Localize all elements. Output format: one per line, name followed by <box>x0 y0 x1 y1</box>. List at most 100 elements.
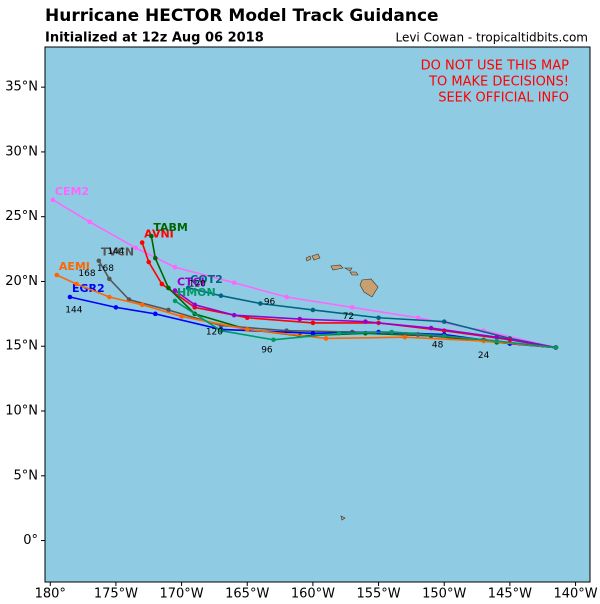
track-point <box>336 330 342 336</box>
track-line <box>174 300 556 349</box>
model-label: CEM2 <box>55 185 89 198</box>
track-point <box>159 281 165 287</box>
track-point <box>441 333 447 339</box>
track-point <box>218 328 224 333</box>
track-point <box>271 337 276 343</box>
track-point <box>376 315 381 321</box>
model-label: COT2 <box>190 273 223 286</box>
hour-label: 168 <box>78 269 95 279</box>
y-tick-label: 25°N <box>5 209 38 224</box>
y-tick-label: 5°N <box>14 468 39 483</box>
track-point <box>284 294 289 300</box>
hour-label: 120 <box>189 280 206 290</box>
x-tick-label: 165°W <box>225 587 269 601</box>
y-tick-label: 30°N <box>5 144 38 159</box>
hour-label: 24 <box>478 351 490 361</box>
track-point <box>166 307 171 313</box>
track-point <box>428 325 434 331</box>
x-tick-label: 160°W <box>291 587 335 601</box>
track-point <box>231 280 237 286</box>
track-point <box>389 329 394 335</box>
track-line <box>174 289 556 349</box>
track-point <box>139 240 145 245</box>
warning-line: SEEK OFFICIAL INFO <box>438 91 569 106</box>
track-point <box>149 233 154 239</box>
track-point <box>323 336 329 341</box>
hawaii-islands <box>305 253 379 521</box>
x-tick-label: 155°W <box>356 587 400 601</box>
track-line <box>52 199 557 349</box>
x-tick-label: 150°W <box>422 587 466 601</box>
x-tick-label: 175°W <box>94 587 138 601</box>
track-point <box>415 315 421 321</box>
track-point <box>310 330 316 336</box>
hour-label: 144 <box>65 305 82 315</box>
plot-area <box>44 46 591 583</box>
warning-line: DO NOT USE THIS MAP <box>421 59 570 74</box>
track-point <box>494 334 500 340</box>
chart-title: Hurricane HECTOR Model Track Guidance <box>45 6 439 26</box>
track-point <box>350 305 355 310</box>
track-point <box>107 276 112 282</box>
hour-label: 48 <box>432 340 444 350</box>
x-tick-label: 140°W <box>553 587 597 601</box>
hour-label: 72 <box>343 312 354 322</box>
track-point <box>297 316 303 322</box>
x-tick-label: 145°W <box>488 587 532 601</box>
track-point <box>192 302 198 308</box>
track-point <box>67 294 73 300</box>
hour-label: 96 <box>264 298 276 308</box>
track-point <box>96 258 102 264</box>
hour-label: 120 <box>206 327 223 337</box>
track-point <box>172 264 178 270</box>
track-point <box>218 293 224 299</box>
track-point <box>402 334 408 340</box>
credit: Levi Cowan - tropicaltidbits.com <box>395 31 588 45</box>
track-point <box>107 294 112 300</box>
track-point <box>185 285 191 291</box>
track-point <box>139 302 145 308</box>
track-point <box>166 285 171 291</box>
y-tick-label: 0° <box>23 533 38 548</box>
track-point <box>172 298 178 304</box>
warning-line: TO MAKE DECISIONS! <box>428 75 569 90</box>
y-tick-label: 15°N <box>5 339 38 354</box>
model-label: HMON <box>177 286 216 299</box>
track-point <box>258 301 263 306</box>
track-point <box>179 314 184 319</box>
track-point <box>310 320 316 326</box>
y-tick-label: 10°N <box>5 404 38 419</box>
track-point <box>54 272 60 278</box>
model-label: TVCN <box>101 246 134 259</box>
track-point <box>74 281 79 287</box>
model-label: CTCI <box>177 276 205 289</box>
track-point <box>310 307 316 313</box>
track-point <box>363 319 368 324</box>
track-point <box>133 245 138 251</box>
chart-subtitle: Initialized at 12z Aug 06 2018 <box>45 31 264 46</box>
y-tick-label: 20°N <box>5 274 38 289</box>
y-tick-label: 35°N <box>5 80 38 95</box>
x-tick-label: 180° <box>35 587 66 601</box>
hour-label: 168 <box>97 264 114 274</box>
x-tick-label: 170°W <box>159 587 203 601</box>
track-point <box>231 312 237 318</box>
track-point <box>113 305 119 310</box>
track-point <box>553 345 559 350</box>
track-point <box>441 319 447 324</box>
track-point <box>494 338 500 344</box>
track-point <box>244 327 250 332</box>
track-line <box>56 274 556 349</box>
track-point <box>153 255 158 261</box>
track-point <box>146 259 152 265</box>
track-point <box>50 197 56 203</box>
hour-label: 144 <box>107 247 124 257</box>
model-label: AEMI <box>59 260 90 273</box>
track-point <box>153 311 158 317</box>
hour-label: 96 <box>261 346 273 356</box>
track-point <box>87 219 92 225</box>
model-label: TABM <box>153 221 188 234</box>
